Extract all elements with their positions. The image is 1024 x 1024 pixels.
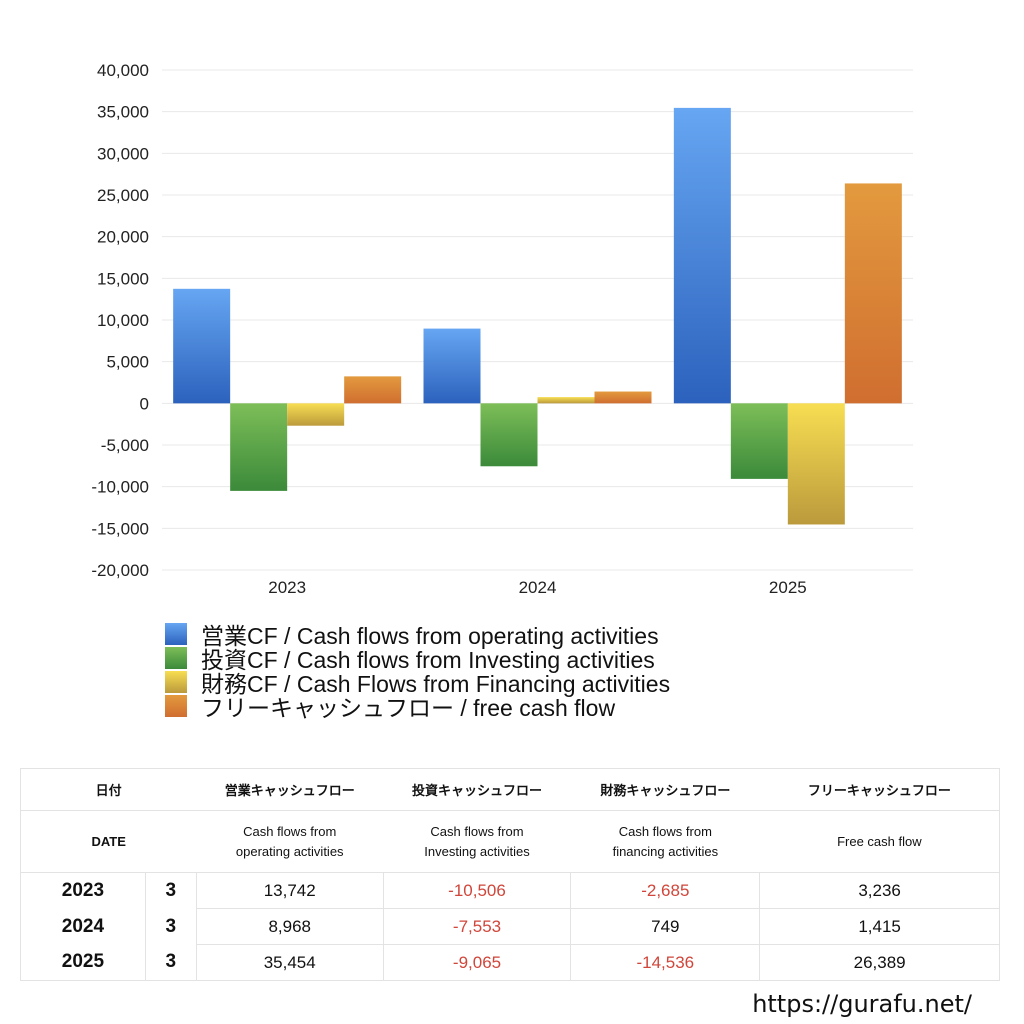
legend-item-free: フリーキャッシュフロー / free cash flow — [165, 694, 670, 721]
cash-flow-table: 日付 営業キャッシュフロー 投資キャッシュフロー 財務キャッシュフロー フリーキ… — [20, 768, 1000, 981]
cell-financing: -2,685 — [570, 872, 761, 909]
bar — [730, 403, 788, 479]
cell-operating: 8,968 — [195, 908, 384, 945]
cell-investing: -10,506 — [382, 872, 572, 909]
header-financing-jp: 財務キャッシュフロー — [570, 768, 760, 811]
cell-financing: 749 — [570, 908, 761, 945]
cell-investing: -7,553 — [382, 908, 572, 945]
cell-year: 2024 — [20, 908, 146, 945]
bar — [423, 328, 481, 404]
cell-month: 3 — [144, 944, 197, 981]
header-date-jp: 日付 — [20, 768, 197, 811]
cell-free: 1,415 — [759, 908, 1000, 945]
cell-year: 2023 — [20, 872, 146, 909]
header-operating-line2: operating activities — [235, 843, 344, 859]
cell-free: 3,236 — [759, 872, 1000, 909]
legend-swatch-financing-icon — [165, 671, 187, 693]
bar — [673, 107, 731, 404]
bar — [787, 403, 845, 525]
table-row: 2023 3 13,742 -10,506 -2,685 3,236 — [20, 872, 1000, 909]
y-tick-label: 35,000 — [97, 103, 149, 122]
y-tick-label: -5,000 — [101, 436, 149, 455]
x-tick-label: 2025 — [769, 578, 807, 597]
bar — [287, 403, 345, 426]
legend-item-operating: 営業CF / Cash flows from operating activit… — [165, 622, 670, 649]
cell-operating: 13,742 — [195, 872, 384, 909]
legend-swatch-investing-icon — [165, 647, 187, 669]
legend-swatch-free-icon — [165, 695, 187, 717]
bar — [230, 403, 288, 491]
y-tick-label: -10,000 — [91, 478, 149, 497]
header-investing-en: Cash flows from Investing activities — [383, 810, 571, 873]
y-tick-label: 15,000 — [97, 269, 149, 288]
header-investing-line1: Cash flows from — [430, 823, 524, 839]
bar — [844, 183, 902, 404]
y-tick-label: 25,000 — [97, 186, 149, 205]
header-free-en: Free cash flow — [759, 810, 1000, 873]
bar — [537, 397, 595, 404]
header-operating-line1: Cash flows from — [243, 823, 337, 839]
bar — [480, 403, 538, 467]
x-tick-label: 2024 — [519, 578, 557, 597]
y-tick-label: 0 — [140, 394, 149, 413]
cell-month: 3 — [144, 908, 197, 945]
cell-investing: -9,065 — [382, 944, 572, 981]
cell-free: 26,389 — [759, 944, 1000, 981]
table-row: 2024 3 8,968 -7,553 749 1,415 — [20, 908, 1000, 945]
y-tick-label: 20,000 — [97, 228, 149, 247]
y-tick-label: 5,000 — [106, 353, 149, 372]
y-tick-label: 10,000 — [97, 311, 149, 330]
y-tick-label: -20,000 — [91, 561, 149, 580]
legend-item-financing: 財務CF / Cash Flows from Financing activit… — [165, 670, 670, 697]
header-operating-jp: 営業キャッシュフロー — [196, 768, 384, 811]
bar — [173, 288, 231, 404]
legend-item-investing: 投資CF / Cash flows from Investing activit… — [165, 646, 670, 673]
bar — [594, 391, 652, 404]
legend-label: フリーキャッシュフロー / free cash flow — [201, 695, 616, 721]
cell-year: 2025 — [20, 944, 146, 981]
header-investing-jp: 投資キャッシュフロー — [383, 768, 571, 811]
header-operating-en: Cash flows from operating activities — [196, 810, 384, 873]
header-date-en: DATE — [20, 810, 197, 873]
header-financing-en: Cash flows from financing activities — [570, 810, 760, 873]
bar — [344, 376, 402, 404]
header-financing-line2: financing activities — [612, 843, 719, 859]
x-tick-label: 2023 — [268, 578, 306, 597]
y-tick-label: 30,000 — [97, 144, 149, 163]
y-tick-label: 40,000 — [97, 61, 149, 80]
source-url-link[interactable]: https://gurafu.net/ — [752, 990, 972, 1018]
header-financing-line1: Cash flows from — [618, 823, 712, 839]
header-free-jp: フリーキャッシュフロー — [759, 768, 1000, 811]
cell-operating: 35,454 — [195, 944, 384, 981]
cell-financing: -14,536 — [570, 944, 761, 981]
y-tick-label: -15,000 — [91, 519, 149, 538]
legend-label: 営業CF / Cash flows from operating activit… — [201, 623, 659, 649]
table-row: 2025 3 35,454 -9,065 -14,536 26,389 — [20, 944, 1000, 981]
legend-label: 財務CF / Cash Flows from Financing activit… — [201, 671, 671, 697]
legend-swatch-operating-icon — [165, 623, 187, 645]
cell-month: 3 — [144, 872, 197, 909]
chart-legend: 営業CF / Cash flows from operating activit… — [165, 622, 670, 721]
cash-flow-bar-chart: 40,000 35,000 30,000 25,000 20,000 15,000 10,0… — [91, 61, 913, 597]
legend-label: 投資CF / Cash flows from Investing activit… — [201, 647, 655, 673]
table-header-en: DATE Cash flows from operating activitie… — [20, 810, 1000, 873]
table-header-jp: 日付 営業キャッシュフロー 投資キャッシュフロー 財務キャッシュフロー フリーキ… — [20, 768, 1000, 811]
header-investing-line2: Investing activities — [424, 843, 530, 859]
